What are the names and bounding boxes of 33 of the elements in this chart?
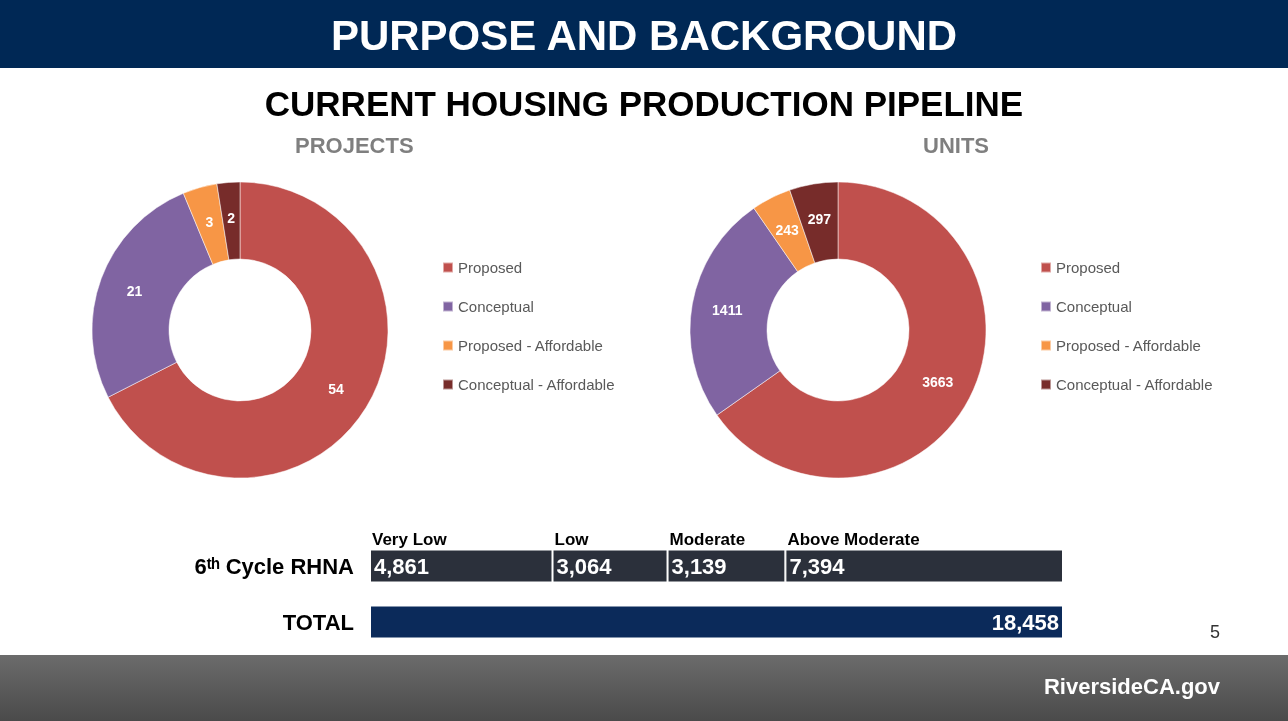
legend-label: Proposed bbox=[1056, 259, 1121, 276]
data-label: 21 bbox=[126, 283, 143, 300]
data-label: 3,139 bbox=[671, 553, 727, 579]
data-label: 3 bbox=[205, 213, 214, 230]
data-label: 2 bbox=[227, 209, 236, 226]
series-label: Low bbox=[554, 530, 590, 549]
legend-label: Conceptual - Affordable bbox=[458, 376, 615, 393]
data-label: 297 bbox=[807, 211, 832, 228]
series-label: Moderate bbox=[669, 530, 746, 549]
text: PURPOSE AND BACKGROUND bbox=[329, 12, 959, 60]
legend-label: Proposed bbox=[458, 259, 523, 276]
series-label: Above Moderate bbox=[787, 530, 920, 549]
data-label: 7,394 bbox=[789, 553, 846, 579]
data-label: 18,458 bbox=[991, 609, 1059, 635]
y-tick-label: 6ᵗʰ Cycle RHNA bbox=[194, 553, 355, 579]
text: RiversideCA.gov bbox=[1043, 674, 1220, 700]
legend-label: Proposed - Affordable bbox=[458, 337, 603, 354]
legend-label: Conceptual bbox=[458, 298, 534, 315]
data-label: 3,064 bbox=[556, 553, 613, 579]
data-label: 1411 bbox=[712, 302, 743, 319]
legend-label: Conceptual - Affordable bbox=[1056, 376, 1213, 393]
series-label: Very Low bbox=[372, 530, 448, 549]
data-label: 54 bbox=[328, 380, 344, 397]
chart-title: UNITS bbox=[923, 132, 989, 158]
data-label: 4,861 bbox=[374, 553, 430, 579]
data-label: 3663 bbox=[922, 373, 954, 390]
text: CURRENT HOUSING PRODUCTION PIPELINE bbox=[263, 84, 1025, 124]
chart-title: PROJECTS bbox=[295, 132, 414, 158]
legend-label: Proposed - Affordable bbox=[1056, 337, 1201, 354]
y-tick-label: TOTAL bbox=[282, 609, 354, 635]
text: 5 bbox=[1209, 622, 1220, 643]
legend-label: Conceptual bbox=[1056, 298, 1132, 315]
data-label: 243 bbox=[775, 221, 800, 238]
